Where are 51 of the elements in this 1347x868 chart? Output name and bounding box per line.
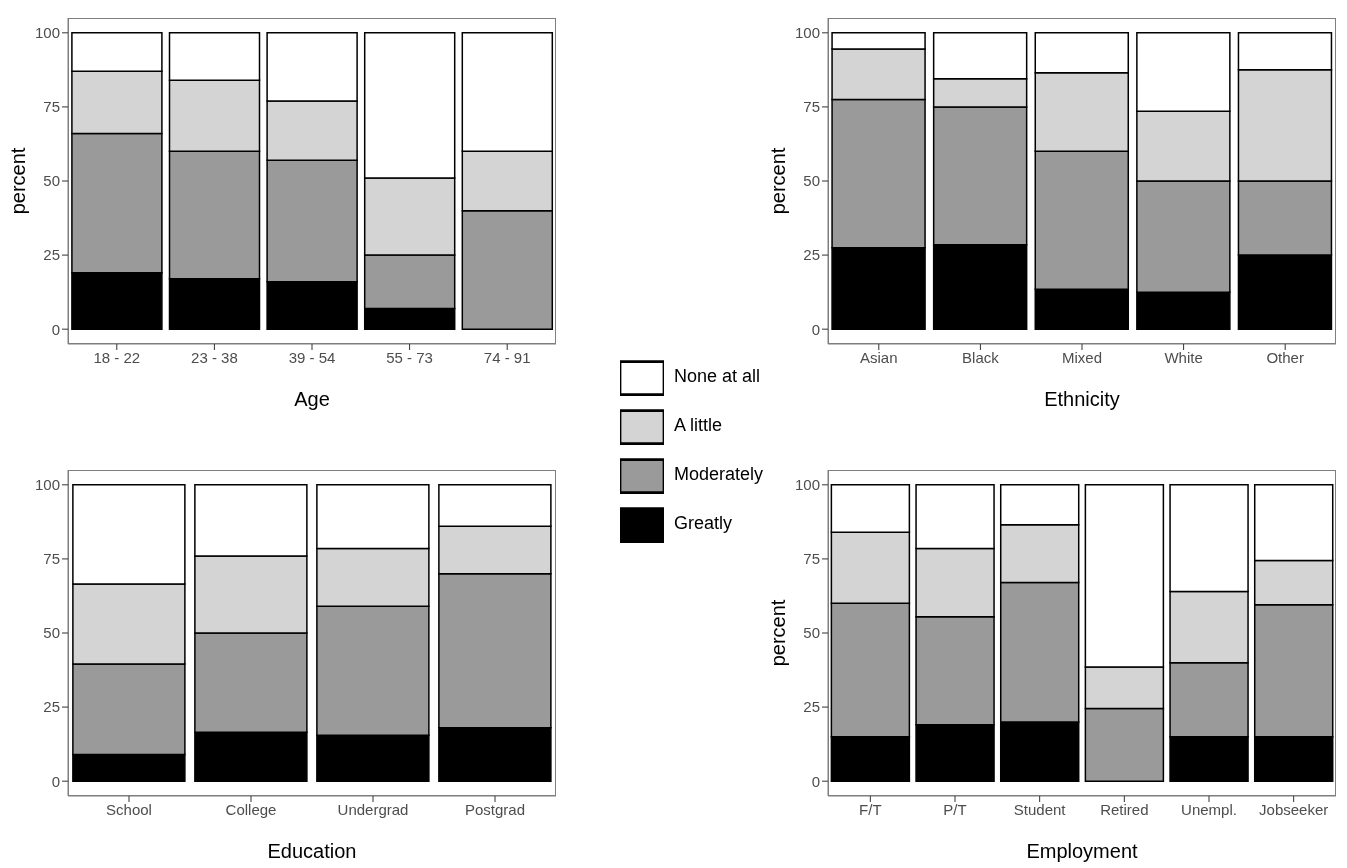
x-tick-label: Asian	[860, 348, 898, 366]
y-tick-label: 100	[794, 24, 820, 42]
y-tick-label: 0	[811, 320, 820, 338]
y-tick-label: 100	[794, 476, 820, 494]
y-tick-label: 25	[43, 698, 60, 716]
x-axis-title: Ethnicity	[1044, 388, 1120, 410]
x-tick-label: P/T	[943, 800, 967, 818]
x-tick-label: 55 - 73	[386, 348, 433, 366]
y-tick-label: 75	[803, 98, 820, 116]
y-tick-label: 50	[43, 624, 60, 642]
legend-label: A little	[674, 415, 723, 435]
x-tick-label: White	[1164, 348, 1203, 366]
x-tick-label: School	[106, 800, 152, 818]
x-axis-title: Education	[267, 840, 357, 862]
x-tick-label: F/T	[859, 800, 882, 818]
x-tick-label: Postgrad	[464, 800, 526, 818]
x-tick-label: 23 - 38	[191, 348, 238, 366]
y-tick-label: 25	[43, 246, 60, 264]
x-tick-label: Student	[1013, 800, 1067, 818]
y-tick-label: 100	[34, 24, 60, 42]
x-tick-label: Retired	[1100, 800, 1149, 818]
x-tick-label: Unempl.	[1181, 800, 1237, 818]
x-tick-label: Other	[1266, 348, 1304, 366]
y-tick-label: 75	[43, 98, 60, 116]
legend-label: Greatly	[674, 513, 733, 533]
y-tick-label: 50	[803, 624, 820, 642]
y-axis-title: percent	[767, 147, 790, 215]
y-tick-label: 0	[51, 772, 60, 790]
y-tick-label: 25	[803, 698, 820, 716]
x-tick-label: College	[225, 800, 277, 818]
x-tick-label: Mixed	[1061, 348, 1103, 366]
y-tick-label: 100	[34, 476, 60, 494]
legend-label: None at all	[674, 366, 761, 386]
x-tick-label: 74 - 91	[483, 348, 531, 366]
y-axis-title: percent	[7, 147, 30, 215]
y-tick-label: 0	[811, 772, 820, 790]
y-tick-label: 50	[803, 172, 820, 190]
x-tick-label: Undergrad	[337, 800, 409, 818]
x-axis-title: Age	[294, 388, 330, 410]
y-tick-label: 50	[43, 172, 60, 190]
x-tick-label: 39 - 54	[288, 348, 336, 366]
y-tick-label: 0	[51, 320, 60, 338]
x-tick-label: 18 - 22	[93, 348, 141, 366]
x-tick-label: Jobseeker	[1259, 800, 1329, 818]
y-tick-label: 75	[43, 550, 60, 568]
x-tick-label: Black	[962, 348, 1000, 366]
legend-label: Moderately	[674, 464, 764, 484]
y-tick-label: 25	[803, 246, 820, 264]
y-axis-title: percent	[767, 599, 790, 667]
x-axis-title: Employment	[1026, 840, 1139, 862]
y-tick-label: 75	[803, 550, 820, 568]
